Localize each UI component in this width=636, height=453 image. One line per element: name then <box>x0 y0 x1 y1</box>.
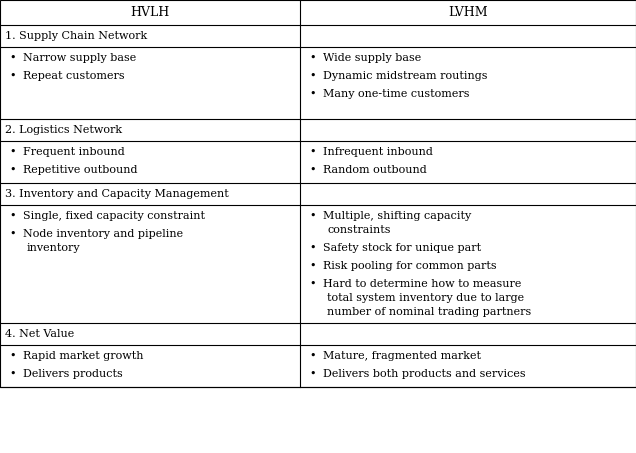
Text: 4. Net Value: 4. Net Value <box>5 329 74 339</box>
Text: •: • <box>310 243 316 253</box>
Text: •: • <box>310 147 316 157</box>
Text: •: • <box>310 369 316 379</box>
Text: Rapid market growth: Rapid market growth <box>23 351 144 361</box>
Text: Repeat customers: Repeat customers <box>23 71 125 81</box>
Text: Hard to determine how to measure: Hard to determine how to measure <box>323 279 522 289</box>
Text: Risk pooling for common parts: Risk pooling for common parts <box>323 261 497 271</box>
Text: Delivers products: Delivers products <box>23 369 123 379</box>
Text: 1. Supply Chain Network: 1. Supply Chain Network <box>5 31 148 41</box>
Text: Many one-time customers: Many one-time customers <box>323 89 469 99</box>
Text: •: • <box>10 147 17 157</box>
Text: •: • <box>10 211 17 221</box>
Text: •: • <box>10 53 17 63</box>
Text: Mature, fragmented market: Mature, fragmented market <box>323 351 481 361</box>
Text: •: • <box>10 229 17 239</box>
Text: 2. Logistics Network: 2. Logistics Network <box>5 125 122 135</box>
Text: •: • <box>310 211 316 221</box>
Text: •: • <box>310 53 316 63</box>
Text: •: • <box>10 165 17 175</box>
Text: •: • <box>310 351 316 361</box>
Text: •: • <box>10 369 17 379</box>
Text: Single, fixed capacity constraint: Single, fixed capacity constraint <box>23 211 205 221</box>
Text: 3. Inventory and Capacity Management: 3. Inventory and Capacity Management <box>5 189 229 199</box>
Text: Multiple, shifting capacity: Multiple, shifting capacity <box>323 211 471 221</box>
Text: number of nominal trading partners: number of nominal trading partners <box>327 307 531 317</box>
Text: Random outbound: Random outbound <box>323 165 427 175</box>
Text: Infrequent inbound: Infrequent inbound <box>323 147 433 157</box>
Text: Frequent inbound: Frequent inbound <box>23 147 125 157</box>
Text: Wide supply base: Wide supply base <box>323 53 421 63</box>
Text: LVHM: LVHM <box>448 6 488 19</box>
Text: total system inventory due to large: total system inventory due to large <box>327 293 524 303</box>
Text: Narrow supply base: Narrow supply base <box>23 53 136 63</box>
Bar <box>0 0 636 387</box>
Text: HVLH: HVLH <box>130 6 170 19</box>
Text: Safety stock for unique part: Safety stock for unique part <box>323 243 481 253</box>
Text: •: • <box>310 165 316 175</box>
Text: inventory: inventory <box>27 243 81 253</box>
Text: Node inventory and pipeline: Node inventory and pipeline <box>23 229 183 239</box>
Text: •: • <box>310 71 316 81</box>
Text: •: • <box>10 71 17 81</box>
Text: •: • <box>310 279 316 289</box>
Text: •: • <box>310 261 316 271</box>
Text: •: • <box>10 351 17 361</box>
Text: •: • <box>310 89 316 99</box>
Text: Delivers both products and services: Delivers both products and services <box>323 369 525 379</box>
Text: constraints: constraints <box>327 225 391 235</box>
Text: Dynamic midstream routings: Dynamic midstream routings <box>323 71 488 81</box>
Text: Repetitive outbound: Repetitive outbound <box>23 165 137 175</box>
